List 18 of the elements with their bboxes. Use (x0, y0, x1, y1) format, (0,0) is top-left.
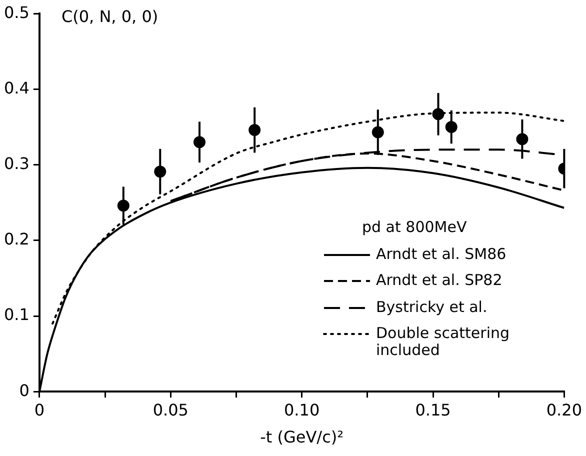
legend-label: Double scattering included (376, 324, 511, 358)
legend-label: Arndt et al. SM86 (376, 244, 506, 262)
x-tick-label: 0.20 (546, 400, 582, 420)
y-tick-label: 0.3 (4, 154, 30, 173)
y-tick-label: 0 (19, 380, 30, 400)
x-tick-label: 0 (34, 400, 45, 420)
legend-title: pd at 800MeV (362, 218, 468, 236)
x-tick-label: 0.15 (415, 400, 451, 420)
x-axis-title: -t (GeV/c)² (260, 428, 344, 447)
y-tick-label: 0.2 (4, 230, 30, 249)
x-tick-label: 0.05 (152, 400, 188, 420)
x-tick-label: 0.10 (284, 400, 320, 420)
chart-title: C(0, N, 0, 0) (61, 6, 158, 26)
legend-label: Arndt et al. SP82 (376, 271, 502, 289)
y-tick-label: 0.5 (4, 2, 30, 22)
legend-label: Bystricky et al. (376, 298, 488, 316)
y-tick-label: 0.1 (4, 305, 30, 324)
y-tick-label: 0.4 (4, 78, 30, 98)
